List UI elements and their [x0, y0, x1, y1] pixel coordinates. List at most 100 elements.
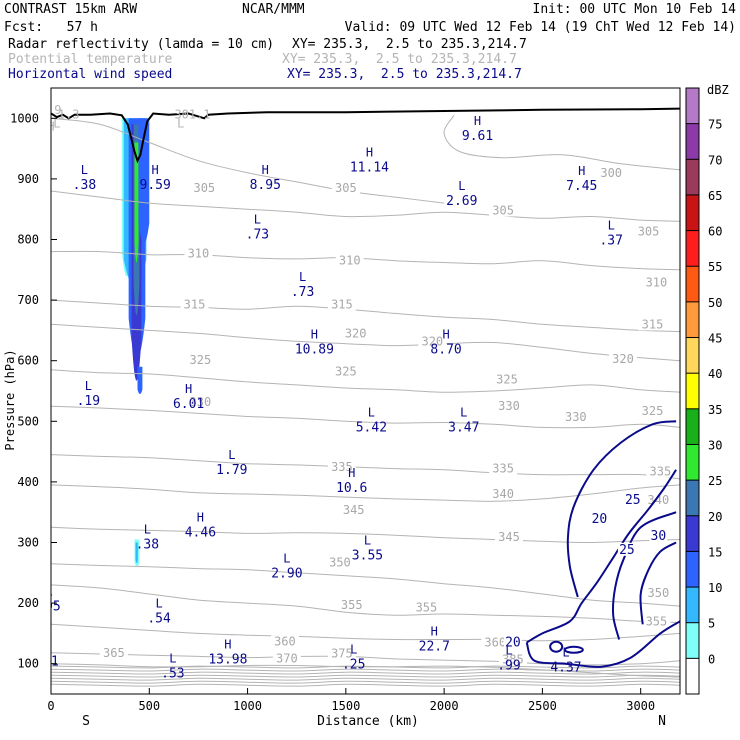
theta-label-bg-8 [180, 298, 209, 311]
colorbar-swatch-14 [686, 159, 699, 195]
theta-label-24: 340 [492, 487, 514, 501]
x-tick-label-2500: 2500 [528, 699, 557, 713]
extremum-value-20: 8.70 [430, 342, 461, 357]
wind-label-4: 25 [625, 493, 641, 508]
theta-isentrope-upper-5 [51, 680, 680, 684]
theta-label-bg-4 [634, 225, 663, 238]
colorbar-swatch-0 [686, 658, 699, 694]
init-time: Init: 00 UTC Mon 10 Feb 14 [533, 2, 737, 17]
theta-isentrope-340 [51, 484, 680, 502]
theta-label-bg-3 [489, 204, 518, 217]
field-xy-theta: XY= 235.3, 2.5 to 235.3,214.7 [282, 52, 517, 67]
extremum-value-3: .25 [342, 658, 365, 673]
extremum-marker-24: L [458, 179, 465, 193]
surface-label-5: 9 [54, 103, 61, 117]
wind-contour-layer: 20 25 30 20 25 [503, 420, 680, 668]
colorbar-label-5: 5 [708, 617, 715, 631]
theta-label-bg-19 [494, 400, 523, 413]
theta-label-bg-6 [335, 254, 364, 267]
wind-contour-25-cell-a [549, 640, 564, 653]
theta-label-bg-31 [412, 601, 441, 614]
extremum-marker-18: H [185, 382, 192, 396]
theta-label-23: 335 [650, 465, 672, 479]
theta-isentrope-330 [51, 405, 680, 429]
extremum-marker-17: L [85, 379, 92, 393]
colorbar-label-65: 65 [708, 189, 722, 203]
extremum-value-24: 2.69 [446, 194, 477, 209]
extremum-value-19: 10.89 [295, 342, 334, 357]
colorbar-swatch-13 [686, 194, 699, 231]
theta-label-bg-23 [646, 465, 675, 478]
extremum-marker-30: H [474, 114, 481, 128]
reflectivity-cell-5 [134, 142, 139, 263]
theta-label-bg-20 [561, 411, 590, 424]
extremum-value-11: .38 [136, 538, 159, 553]
theta-isentrope-upper-6 [51, 683, 680, 687]
wind-label-bg-4 [623, 493, 642, 507]
theta-label-28: 350 [329, 556, 351, 570]
extremum-marker-26: H [152, 163, 159, 177]
extremum-value-6: 4.37 [550, 661, 581, 676]
theta-label-bg-18 [186, 395, 215, 408]
theta-label-bg-34 [481, 636, 510, 649]
theta-label-bg-27 [494, 531, 523, 544]
theta-label-26: 345 [343, 503, 365, 517]
colorbar-label-75: 75 [708, 118, 722, 132]
dbz-colorbar: 0 5 10 15 20 25 30 35 40 45 50 55 60 65 70 75 [685, 87, 722, 695]
terrain-line [51, 107, 680, 164]
colorbar-label-20: 20 [708, 510, 722, 524]
wind-label-bg-0 [503, 635, 522, 649]
x-tick-label-500: 500 [138, 699, 160, 713]
wind-contour-20-upper [525, 620, 680, 668]
x-end-label-north: N [658, 714, 666, 729]
y-tick-label-500: 500 [17, 414, 39, 428]
extremum-marker-22: L [254, 212, 261, 226]
x-tick-label-3000: 3000 [626, 699, 655, 713]
theta-isentrope-300-closed [443, 115, 680, 171]
extremum-value-15: 5.42 [356, 421, 387, 436]
colorbar-label-0: 0 [708, 652, 715, 666]
theta-label-bg-38 [498, 653, 527, 666]
extremum-marker-1: L [169, 652, 176, 666]
colorbar-swatch-4 [686, 515, 699, 552]
theta-isentrope-320 [51, 323, 680, 362]
wind-label-bg-3 [590, 511, 609, 525]
colorbar-label-25: 25 [708, 474, 722, 488]
y-axis-title: Pressure (hPa) [3, 349, 17, 450]
extremum-marker-6: L [562, 646, 569, 660]
y-tick-label-800: 800 [17, 233, 39, 247]
x-end-label-south: S [82, 714, 90, 729]
wind-label-0: 20 [505, 636, 521, 651]
theta-label-37: 375 [331, 646, 353, 660]
theta-label-bg-36 [272, 652, 301, 665]
model-title: CONTRAST 15km ARW [4, 2, 137, 17]
colorbar-swatch-5 [686, 480, 699, 516]
x-tick-label-1500: 1500 [331, 699, 360, 713]
theta-label-5: 310 [188, 246, 210, 260]
theta-isentrope-310 [51, 250, 680, 271]
theta-label-16: 325 [496, 373, 518, 387]
surface-label-2: L [177, 116, 184, 130]
colorbar-swatch-15 [686, 123, 699, 160]
wind-label-bg-2 [649, 528, 668, 542]
theta-isentrope-355 [51, 584, 680, 623]
theta-label-31: 355 [416, 600, 438, 614]
theta-label-2: 305 [335, 181, 357, 195]
theta-label-14: 325 [190, 353, 212, 367]
y-tick-label-200: 200 [17, 596, 39, 610]
extremum-marker-4: H [431, 624, 438, 638]
extremum-value-5: .99 [497, 659, 520, 674]
theta-label-1: 305 [193, 181, 215, 195]
extremum-value-22: .73 [246, 227, 269, 242]
colorbar-label-10: 10 [708, 581, 722, 595]
forecast-hour: Fcst: 57 h [4, 20, 98, 35]
extremum-marker-28: H [578, 164, 585, 178]
axes-layer: 100 200 300 400 500 600 700 800 900 1000 0 500 1000 1… [10, 111, 655, 713]
theta-label-bg-11 [341, 327, 370, 340]
colorbar-swatch-16 [686, 88, 699, 124]
theta-isentrope-upper-2 [51, 671, 680, 675]
theta-label-13: 320 [612, 352, 634, 366]
extremum-value-29: 11.14 [350, 161, 389, 176]
theta-label-3: 305 [492, 203, 514, 217]
